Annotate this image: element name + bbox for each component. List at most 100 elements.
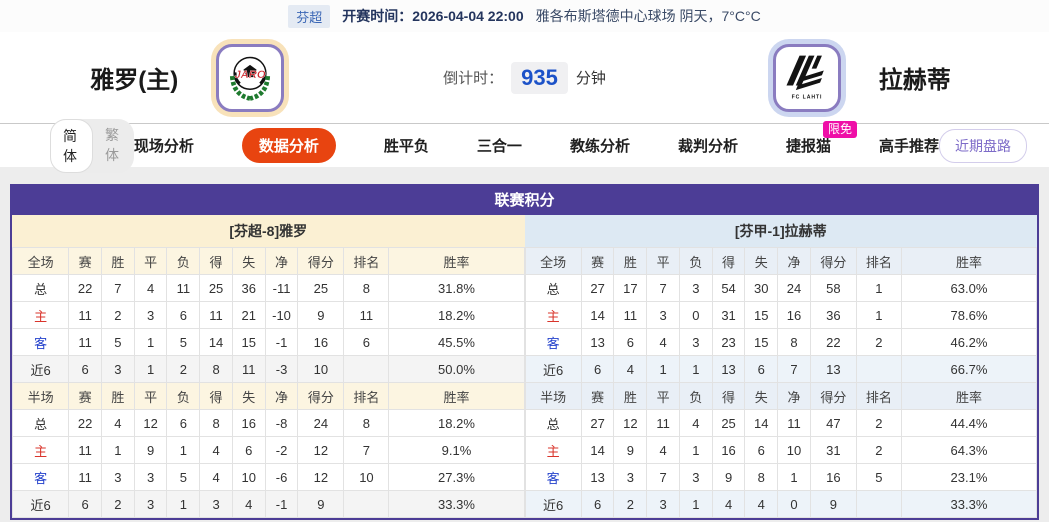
- stat-cell: 33.3%: [388, 490, 525, 518]
- lang-traditional-button[interactable]: 繁体: [104, 126, 119, 163]
- stat-cell: 2: [855, 436, 902, 464]
- stat-cell: 得: [199, 247, 233, 275]
- stat-cell: 得分: [809, 247, 857, 275]
- stat-cell: 胜率: [388, 382, 525, 410]
- nav-bar: 简体 繁体 现场分析 数据分析 胜平负 三合一 教练分析 裁判分析 捷报猫 限免 高手推荐 近期…: [0, 118, 1049, 173]
- stats-header-row: 全场赛胜平负得失净得分 排名 胜率: [11, 247, 525, 275]
- venue-weather: 雅各布斯塔德中心球场 阴天，7°C°C: [535, 8, 761, 24]
- home-stats-table: 全场赛胜平负得失净得分 排名 胜率总 22 7 4 11 25 36 -11 25 8 31.8% 主 11…: [11, 247, 525, 518]
- row-label: 主: [11, 301, 70, 329]
- lang-simplified-button[interactable]: 简体: [50, 118, 93, 173]
- recent-trend-button[interactable]: 近期盘路: [939, 128, 1027, 163]
- stat-cell: 4: [678, 409, 713, 437]
- stat-cell: [343, 490, 390, 518]
- stat-cell: 9: [711, 463, 746, 491]
- row-label: 半场: [524, 382, 582, 410]
- nav-tab-7[interactable]: 捷报猫 限免: [786, 121, 857, 156]
- stat-cell: 22: [68, 409, 102, 437]
- stat-cell: 赛: [68, 247, 102, 275]
- league-badge[interactable]: 芬超: [288, 4, 331, 28]
- stat-cell: 3: [199, 490, 233, 518]
- stat-cell: 2: [100, 490, 135, 518]
- row-label: 客: [524, 328, 582, 356]
- kickoff-time: 开赛时间：2026-04-04 22:00: [342, 6, 523, 26]
- stat-cell: 3: [133, 490, 168, 518]
- stats-row: 近6 6 2 3 1 3 4 -1 9 33.3%: [11, 490, 525, 518]
- stats-row: 主 11 2 3 6 11 21 -10 9 11 18.2%: [11, 301, 525, 329]
- stat-cell: 4: [231, 490, 266, 518]
- stat-cell: 负: [166, 382, 201, 410]
- stat-cell: 1: [100, 436, 135, 464]
- kickoff-value: 2026-04-04 22:00: [412, 8, 524, 24]
- stat-cell: 31.8%: [388, 274, 525, 302]
- stats-row: 主 14 11 3 0 31 15 16 36 1 78.6%: [524, 301, 1038, 329]
- stat-cell: 失: [744, 247, 779, 275]
- stat-cell: -2: [264, 436, 299, 464]
- stat-cell: 31: [809, 436, 857, 464]
- stat-cell: 1: [855, 301, 902, 329]
- row-label: 客: [11, 328, 70, 356]
- stat-cell: 胜率: [388, 247, 525, 275]
- stat-cell: 失: [231, 382, 266, 410]
- stat-cell: 64.3%: [900, 436, 1038, 464]
- stat-cell: 得: [711, 247, 746, 275]
- stat-cell: 4: [646, 436, 680, 464]
- stat-cell: 45.5%: [388, 328, 525, 356]
- nav-tab-8[interactable]: 高手推荐: [878, 138, 939, 155]
- nav-tab-6[interactable]: 裁判分析: [677, 138, 738, 155]
- stat-cell: 3: [133, 301, 168, 329]
- kickoff-label: 开赛时间：: [342, 8, 413, 24]
- stat-cell: 5: [166, 463, 201, 491]
- stat-cell: -11: [264, 274, 299, 302]
- stat-cell: 63.0%: [900, 274, 1038, 302]
- stat-cell: 18.2%: [388, 301, 525, 329]
- stat-cell: 5: [855, 463, 902, 491]
- stat-cell: 6: [580, 355, 615, 383]
- nav-tab-5[interactable]: 教练分析: [569, 138, 630, 155]
- stat-cell: 平: [133, 382, 168, 410]
- stat-cell: [343, 355, 390, 383]
- stat-cell: 胜率: [900, 247, 1038, 275]
- stat-cell: 4: [744, 490, 779, 518]
- stats-row: 客 13 3 7 3 9 8 1 16 5 23.1%: [524, 463, 1038, 491]
- stat-cell: 排名: [343, 382, 390, 410]
- away-stats-table: 全场赛胜平负得失净得分 排名 胜率总 27 17 7 3 54 30 24 58 1 63.0% 主 14 1…: [524, 247, 1038, 518]
- nav-tab-1[interactable]: 现场分析: [133, 138, 194, 155]
- stat-cell: 6: [580, 490, 615, 518]
- stat-cell: 3: [133, 463, 168, 491]
- row-label: 主: [524, 436, 582, 464]
- stat-cell: 得分: [297, 382, 345, 410]
- stat-cell: 8: [343, 274, 390, 302]
- stat-cell: 9: [297, 301, 345, 329]
- stat-cell: 失: [744, 382, 779, 410]
- stat-cell: 1: [166, 490, 201, 518]
- stat-cell: 失: [231, 247, 266, 275]
- stat-cell: 14: [580, 301, 615, 329]
- stat-cell: -1: [264, 490, 299, 518]
- stat-cell: 12: [613, 409, 648, 437]
- row-label: 近6: [11, 355, 70, 383]
- stat-cell: 赛: [580, 382, 615, 410]
- stats-row: 客 11 3 3 5 4 10 -6 12 10 27.3%: [11, 463, 525, 491]
- row-label: 主: [11, 436, 70, 464]
- stat-cell: 24: [297, 409, 345, 437]
- stat-cell: 3: [100, 355, 135, 383]
- jaro-logo-icon: JARO: [230, 56, 271, 101]
- nav-tab-2[interactable]: 数据分析: [241, 128, 336, 163]
- stat-cell: 33.3%: [900, 490, 1038, 518]
- nav-tab-4[interactable]: 三合一: [476, 138, 522, 155]
- row-label: 近6: [524, 355, 582, 383]
- countdown-unit: 分钟: [575, 70, 606, 87]
- stat-cell: 净: [777, 382, 811, 410]
- away-team-logo: FC LAHTI: [772, 43, 841, 112]
- stat-cell: 11: [231, 355, 266, 383]
- stat-cell: 7: [100, 274, 135, 302]
- stat-cell: 8: [777, 328, 811, 356]
- stat-cell: [855, 490, 902, 518]
- nav-tab-3[interactable]: 胜平负: [383, 138, 429, 155]
- stat-cell: 50.0%: [388, 355, 525, 383]
- stat-cell: 7: [646, 463, 680, 491]
- stats-row: 总 22 7 4 11 25 36 -11 25 8 31.8%: [11, 274, 525, 302]
- stat-cell: 1: [166, 436, 201, 464]
- stat-cell: 3: [678, 274, 713, 302]
